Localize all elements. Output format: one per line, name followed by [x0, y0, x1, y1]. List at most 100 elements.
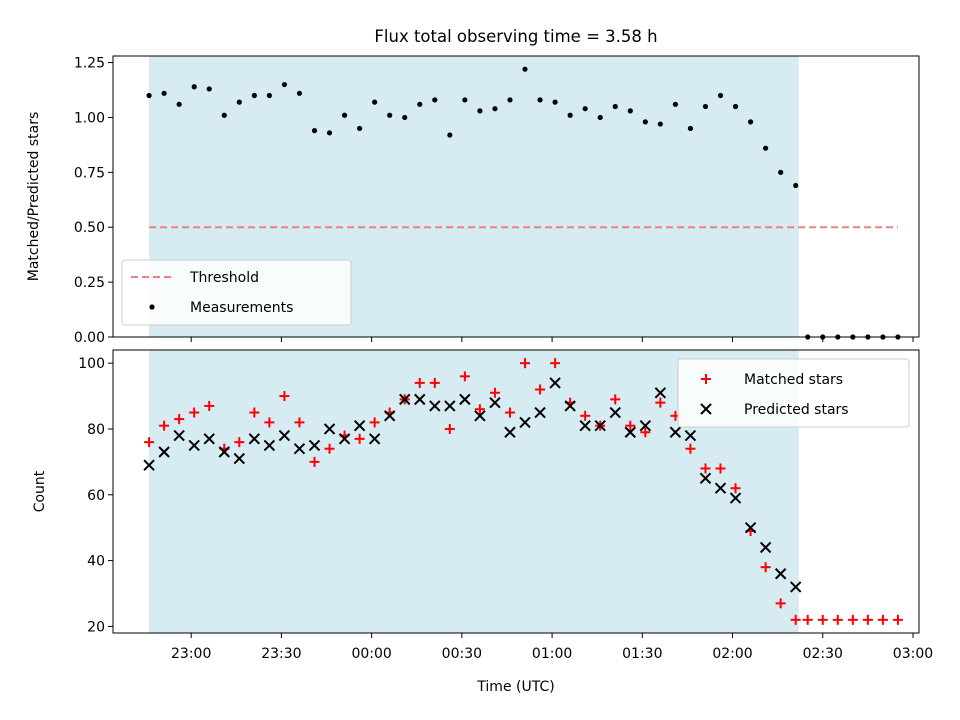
matched-star-point [760, 562, 771, 573]
predicted-star-point [338, 433, 351, 445]
x-tick-label: 02:30 [803, 646, 843, 662]
predicted-star-point [383, 410, 396, 422]
matched-star-point [444, 423, 455, 434]
matched-star-point [354, 433, 365, 444]
measurement-point [387, 112, 393, 118]
chart-title: Flux total observing time = 3.58 h [374, 27, 657, 46]
x-tick-label: 01:00 [532, 646, 572, 662]
legend-box [677, 358, 910, 428]
predicted-star-point [534, 406, 546, 419]
measurement-point [311, 128, 318, 134]
predicted-star-point [368, 433, 381, 445]
matched-star-point [817, 614, 828, 625]
predicted-star-point [414, 393, 426, 406]
matched-star-point [685, 443, 696, 454]
predicted-star-point [459, 393, 471, 406]
measurement-point [492, 106, 498, 112]
y-tick-label: 0.50 [74, 220, 105, 236]
measurement-point [462, 97, 468, 103]
bottom-legend: Matched stars Predicted stars [677, 358, 910, 428]
measurement-point [687, 125, 694, 132]
measurement-point [146, 92, 152, 99]
measurement-point [236, 99, 242, 105]
y-tick-label: 20 [87, 619, 105, 635]
predicted-star-point [233, 452, 246, 465]
predicted-star-point [759, 541, 772, 554]
predicted-star-point [323, 423, 336, 435]
x-tick-label: 00:30 [442, 646, 482, 662]
predicted-star-point [744, 521, 757, 534]
measurement-point [176, 101, 182, 107]
matched-star-point [504, 407, 515, 418]
matched-star-point [892, 614, 903, 625]
measurement-point [567, 112, 573, 118]
y-tick-label: 0.00 [74, 330, 105, 346]
matched-star-point [802, 614, 813, 625]
y-tick-label: 0.25 [74, 275, 105, 291]
matched-star-point [655, 397, 666, 408]
predicted-star-point [203, 433, 215, 445]
measurement-point [657, 121, 663, 127]
measurement-point [191, 84, 197, 90]
matched-star-point [249, 407, 260, 418]
measurement-point [281, 81, 288, 88]
matched-star-point [474, 404, 485, 415]
measurement-point [552, 99, 558, 105]
matched-star-point [264, 417, 275, 428]
matched-star-point [535, 384, 546, 395]
measurement-point [672, 101, 678, 107]
legend-label-matched: Matched stars [744, 372, 843, 388]
matched-star-point [429, 377, 440, 388]
predicted-star-point [248, 433, 261, 445]
matched-star-point [862, 614, 873, 625]
matched-star-point [459, 371, 470, 382]
predicted-star-point [158, 446, 170, 458]
predicted-star-point [173, 429, 185, 442]
legend-matched-swatch [701, 374, 711, 384]
measurement-point [582, 106, 588, 112]
measurement-point [778, 169, 784, 175]
matched-star-point [775, 598, 786, 609]
matched-star-point [204, 400, 215, 411]
measurement-point [612, 103, 618, 110]
measurement-point [296, 90, 303, 96]
y-tick-label: 60 [87, 488, 105, 504]
matched-star-point [144, 437, 155, 448]
legend-label-predicted: Predicted stars [744, 402, 849, 418]
matched-star-point [309, 456, 320, 467]
legend-measurement-swatch [149, 304, 155, 310]
predicted-star-point [474, 410, 486, 422]
predicted-star-point [789, 581, 802, 593]
y-tick-label: 1.00 [74, 110, 105, 126]
measurement-point [447, 132, 453, 138]
matched-star-point [877, 614, 888, 625]
predicted-star-point [188, 439, 200, 452]
predicted-star-point [669, 426, 682, 438]
measurement-point [537, 97, 543, 103]
measurement-point [642, 119, 648, 125]
measurement-point [206, 86, 212, 92]
measurement-point [717, 92, 724, 99]
matched-star-point [294, 417, 305, 428]
predicted-star-point [654, 387, 667, 399]
measurement-point [326, 130, 333, 136]
predicted-star-point [278, 429, 291, 442]
predicted-star-point [504, 426, 516, 438]
measurement-point [597, 114, 603, 121]
matched-star-point [625, 420, 636, 431]
matched-star-point [279, 391, 290, 402]
x-tick-label: 23:30 [261, 646, 301, 662]
x-tick-label: 23:00 [171, 646, 211, 662]
predicted-star-point [699, 472, 712, 485]
measurement-point [402, 114, 408, 121]
y-tick-label: 80 [87, 422, 105, 438]
bottom-y-axis-label: Count [32, 470, 48, 512]
matched-star-point [189, 407, 200, 418]
bottom-y-axis: 20 40 60 80 100 [78, 356, 113, 635]
x-axis: 23:00 23:30 00:00 00:30 01:00 01:30 02:00 02:30… [171, 633, 933, 662]
matched-star-point [520, 358, 531, 369]
matched-star-point [174, 414, 185, 425]
predicted-star-point [308, 439, 321, 452]
measurement-point [357, 125, 363, 132]
